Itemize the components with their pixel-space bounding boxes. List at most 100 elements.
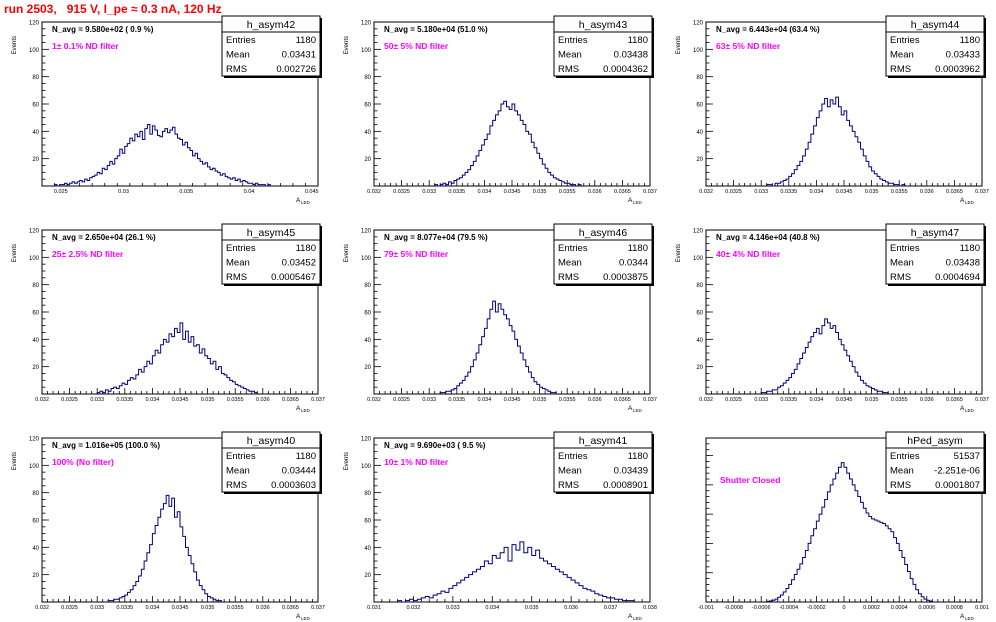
- stats-key-mean: Mean: [890, 258, 914, 269]
- x-tick-label: 0.032: [367, 189, 381, 195]
- stats-value-mean: 0.03439: [614, 466, 648, 477]
- filter-label: 40± 4% ND filter: [716, 249, 781, 259]
- stats-key-entries: Entries: [226, 35, 256, 46]
- y-axis-label: Events: [676, 36, 682, 54]
- y-tick-label: 20: [32, 365, 39, 371]
- stats-title: h_asym41: [579, 435, 628, 447]
- x-tick-label: 0.0002: [863, 605, 880, 611]
- stats-value-entries: 1180: [960, 243, 980, 254]
- x-tick-label: 0.0335: [780, 397, 797, 403]
- stats-key-entries: Entries: [890, 451, 920, 462]
- filter-label: 25± 2.5% ND filter: [52, 249, 124, 259]
- y-tick-label: 20: [364, 157, 371, 163]
- x-tick-label: 0.045: [305, 189, 319, 195]
- y-tick-label: 40: [696, 338, 703, 344]
- stats-key-mean: Mean: [890, 50, 914, 61]
- y-tick-label: 20: [32, 573, 39, 579]
- x-tick-label: 0.032: [367, 397, 381, 403]
- x-tick-label: -0.0008: [724, 605, 743, 611]
- stats-shadow: [556, 492, 654, 494]
- stats-value-rms: 0.0001807: [935, 480, 980, 491]
- y-tick-label: 20: [364, 573, 371, 579]
- x-axis-label-sub: LED: [633, 200, 643, 205]
- stats-title: h_asym42: [247, 19, 296, 31]
- stats-value-mean: 0.03444: [282, 466, 316, 477]
- stats-shadow: [320, 226, 322, 286]
- y-tick-label: 40: [32, 546, 39, 552]
- x-tick-label: 0.037: [643, 397, 657, 403]
- y-tick-label: 80: [364, 283, 371, 289]
- stats-value-rms: 0.0008901: [603, 480, 648, 491]
- x-tick-label: 0.035: [179, 189, 193, 195]
- x-tick-label: 0.034: [478, 397, 492, 403]
- navg-label: N_avg = 4.146e+04 (40.8 %): [716, 233, 820, 242]
- stats-shadow: [320, 18, 322, 78]
- histogram-panel-h_asym44: 20 40 60 80 100 120 0.032 0.0325 0.033 0.0335 0.03…: [676, 15, 989, 205]
- stats-shadow: [984, 434, 986, 494]
- y-tick-label: 40: [364, 546, 371, 552]
- stats-value-mean: 0.0344: [619, 258, 648, 269]
- x-tick-label: -0.0006: [752, 605, 771, 611]
- stats-shadow: [888, 492, 986, 494]
- y-tick-label: 100: [693, 256, 704, 262]
- y-tick-label: 100: [693, 48, 704, 54]
- stats-title: hPed_asym: [907, 435, 963, 447]
- histogram-panel-hPed_asym: -0.001 -0.0008 -0.0006 -0.0004 -0.0002 0 0.000…: [698, 431, 989, 621]
- x-tick-label: 0.035: [865, 397, 879, 403]
- y-tick-label: 20: [696, 365, 703, 371]
- y-tick-label: 60: [696, 103, 703, 109]
- y-axis-label: Events: [12, 244, 18, 262]
- stats-box: [221, 15, 321, 77]
- x-tick-label: 0.032: [35, 605, 49, 611]
- x-axis-label-sub: LED: [965, 408, 975, 413]
- x-axis-label-sub: LED: [301, 200, 311, 205]
- x-tick-label: 0.0345: [504, 397, 521, 403]
- y-tick-label: 120: [29, 437, 40, 443]
- stats-shadow: [556, 76, 654, 78]
- histogram-line: [54, 124, 271, 187]
- y-axis-label: Events: [12, 36, 18, 54]
- y-tick-label: 100: [29, 464, 40, 470]
- x-tick-label: 0.035: [865, 189, 879, 195]
- x-tick-label: 0.0355: [227, 397, 244, 403]
- histogram-panel-h_asym43: 20 40 60 80 100 120 0.032 0.0325 0.033 0.0335 0.03…: [344, 15, 657, 205]
- x-tick-label: 0.036: [564, 605, 578, 611]
- x-axis-label: A: [628, 613, 633, 620]
- histogram-panel-h_asym46: 20 40 60 80 100 120 0.032 0.0325 0.033 0.0335 0.03…: [344, 223, 657, 413]
- histogram-line: [439, 300, 557, 394]
- stats-value-mean: 0.03433: [946, 50, 980, 61]
- stats-title: h_asym46: [579, 227, 628, 239]
- stats-value-rms: 0.0004362: [603, 64, 648, 75]
- stats-key-mean: Mean: [558, 466, 582, 477]
- x-axis-label-sub: LED: [301, 616, 311, 621]
- stats-key-entries: Entries: [890, 243, 920, 254]
- x-axis-label: A: [960, 613, 965, 620]
- x-tick-label: 0.0355: [891, 397, 908, 403]
- x-tick-label: 0.035: [525, 605, 539, 611]
- x-tick-label: 0.036: [256, 397, 270, 403]
- x-tick-label: 0.032: [35, 397, 49, 403]
- x-tick-label: 0.0365: [614, 189, 631, 195]
- stats-title: h_asym43: [579, 19, 628, 31]
- y-tick-label: 80: [32, 283, 39, 289]
- x-tick-label: -0.0004: [779, 605, 798, 611]
- x-tick-label: 0.0355: [559, 189, 576, 195]
- histogram-line: [107, 494, 222, 602]
- x-tick-label: 0.0355: [559, 397, 576, 403]
- stats-value-entries: 1180: [628, 451, 648, 462]
- stats-key-entries: Entries: [558, 35, 588, 46]
- x-tick-label: 0.0325: [61, 605, 78, 611]
- y-tick-label: 60: [364, 103, 371, 109]
- stats-shadow: [652, 226, 654, 286]
- x-tick-label: -0.0002: [807, 605, 826, 611]
- x-tick-label: 0.0365: [282, 397, 299, 403]
- y-axis-label: Events: [12, 452, 18, 470]
- stats-shadow: [320, 434, 322, 494]
- stats-key-rms: RMS: [890, 272, 911, 283]
- stats-value-mean: 0.03431: [282, 50, 316, 61]
- histogram-panel-h_asym41: 20 40 60 80 100 120 0.031 0.032 0.033 0.034 0.035 0…: [344, 431, 657, 621]
- x-tick-label: 0.033: [90, 605, 104, 611]
- y-tick-label: 120: [361, 437, 372, 443]
- x-axis-label: A: [628, 197, 633, 204]
